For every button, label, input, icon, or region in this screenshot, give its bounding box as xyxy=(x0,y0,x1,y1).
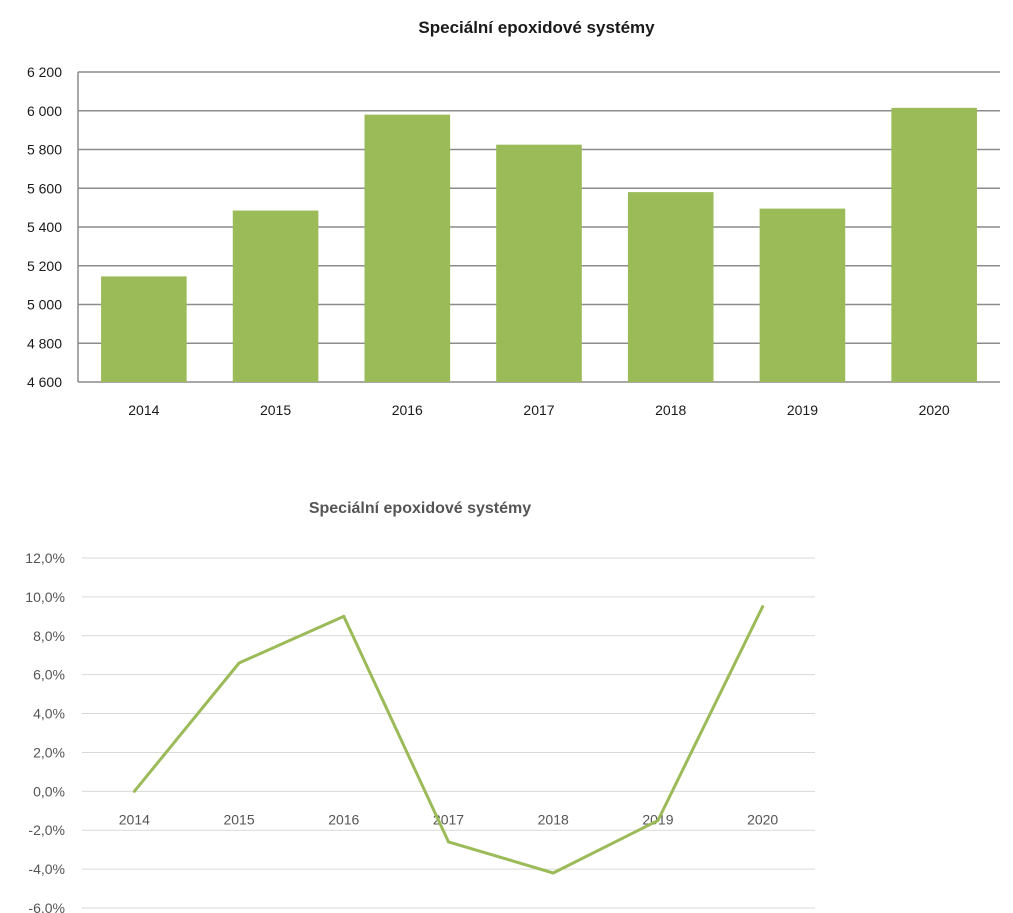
y-tick-label: 4 600 xyxy=(27,374,62,390)
bar xyxy=(891,107,977,382)
bar-chart-plot: 4 600 4 800 5 000 5 200 5 400 5 600 5 800 6 000… xyxy=(27,64,1000,418)
y-tick-label: 2,0% xyxy=(33,744,65,760)
x-tick-label: 2020 xyxy=(747,811,778,827)
x-tick-label: 2017 xyxy=(523,402,554,418)
bar xyxy=(232,210,319,382)
y-tick-label: 5 000 xyxy=(27,297,62,313)
y-tick-label: 5 400 xyxy=(27,219,62,235)
y-tick-label: 5 600 xyxy=(27,180,62,196)
y-tick-label: 4,0% xyxy=(33,706,65,722)
x-tick-label: 2018 xyxy=(538,811,569,827)
line-chart-title: Speciální epoxidové systémy xyxy=(308,500,532,517)
y-tick-label: 4 800 xyxy=(27,335,62,351)
x-tick-label: 2016 xyxy=(392,402,423,418)
y-tick-label: 5 800 xyxy=(27,142,62,158)
y-tick-label: 0,0% xyxy=(33,783,65,799)
y-tick-label: 5 200 xyxy=(27,258,62,274)
data-point xyxy=(551,871,555,875)
data-point xyxy=(656,819,660,822)
data-point xyxy=(761,605,765,609)
x-tick-label: 2018 xyxy=(655,402,686,418)
bar-chart: Speciální epoxidové systémy 4 600 4 800 5 … xyxy=(0,0,1013,440)
series-line xyxy=(133,605,764,875)
x-tick-label: 2015 xyxy=(223,811,254,827)
x-tick-label: 2019 xyxy=(787,402,818,418)
x-tick-label: 2016 xyxy=(328,811,359,827)
data-point xyxy=(237,661,241,665)
y-tick-label: -6,0% xyxy=(28,900,65,913)
bar xyxy=(759,208,846,382)
x-tick-label: 2014 xyxy=(119,811,150,827)
data-point xyxy=(132,789,136,793)
bar-chart-title: Speciální epoxidové systémy xyxy=(418,18,655,37)
y-tick-label: -4,0% xyxy=(28,861,65,877)
x-tick-label: 2020 xyxy=(919,402,950,418)
y-tick-label: 6,0% xyxy=(33,667,65,683)
y-tick-label: 8,0% xyxy=(33,628,65,644)
bar xyxy=(101,276,187,382)
y-tick-label: 6 000 xyxy=(27,103,62,119)
y-tick-label: 6 200 xyxy=(27,64,62,80)
x-tick-label: 2014 xyxy=(128,402,159,418)
line-chart: Speciální epoxidové systémy -6,0% -4,0% -2… xyxy=(0,490,1013,913)
y-tick-label: -2,0% xyxy=(28,822,65,838)
bar xyxy=(627,192,714,382)
y-tick-label: 10,0% xyxy=(25,589,65,605)
bar xyxy=(364,114,451,382)
data-point xyxy=(342,614,346,618)
line-chart-plot: -6,0% -4,0% -2,0% 0,0% 2,0% 4,0% 6,0% 8,0% 10,0%… xyxy=(25,550,815,913)
x-tick-label: 2015 xyxy=(260,402,291,418)
bar xyxy=(496,144,582,382)
y-tick-label: 12,0% xyxy=(25,550,65,566)
data-point xyxy=(447,840,450,844)
